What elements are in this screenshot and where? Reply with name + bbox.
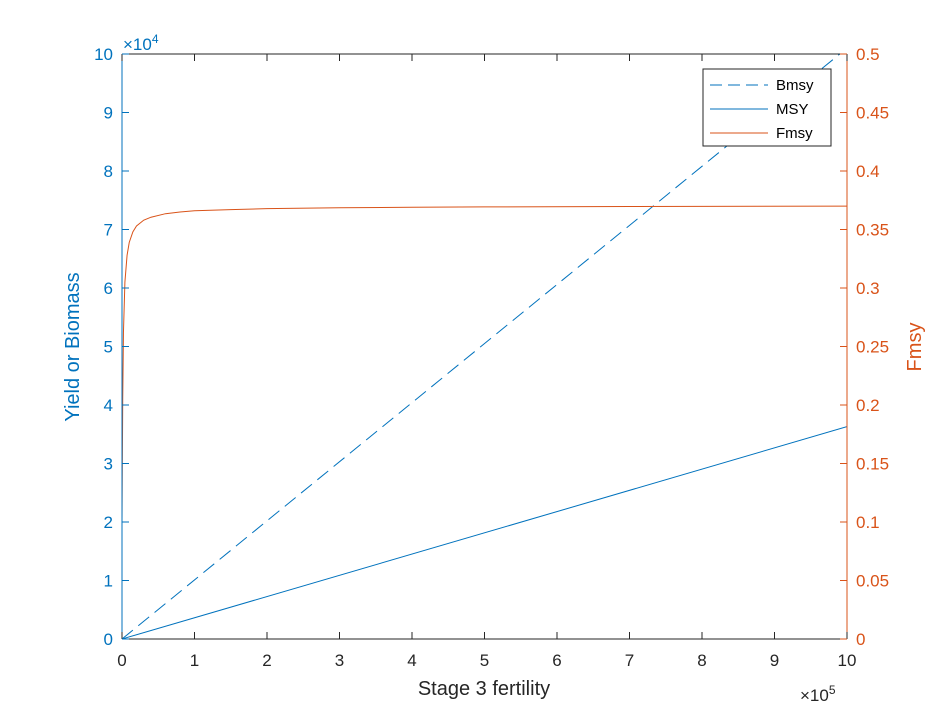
x-multiplier: ×105 [800,683,836,705]
svg-text:×104: ×104 [123,32,159,54]
x-multiplier-base: ×10 [800,686,829,705]
y-left-tick-label: 1 [104,572,113,591]
y-right-tick-label: 0.35 [856,221,889,240]
y-left-tick-label: 4 [104,396,113,415]
y-left-tick-label: 10 [94,45,113,64]
series-line-msy [122,426,847,639]
series-layer [122,54,847,639]
svg-text:×105: ×105 [800,683,836,705]
series-line-bmsy [122,54,841,639]
y-left-tick-label: 0 [104,630,113,649]
y-multiplier: ×104 [123,32,159,54]
x-tick-label: 3 [335,651,344,670]
y-right-tick-label: 0.25 [856,338,889,357]
legend-label-fmsy: Fmsy [776,125,813,142]
x-tick-label: 5 [480,651,489,670]
y-right-axis-title: Fmsy [904,323,926,372]
x-tick-label: 10 [838,651,857,670]
y-right-tick-label: 0.2 [856,396,880,415]
y-left-tick-label: 5 [104,338,113,357]
y-right-tick-label: 0.4 [856,162,880,181]
x-tick-label: 9 [770,651,779,670]
x-axis-title: Stage 3 fertility [418,678,550,700]
legend-label-bmsy: Bmsy [776,77,814,94]
y-multiplier-exp: 4 [152,32,159,46]
y-right-tick-label: 0.05 [856,572,889,591]
series-line-fmsy [122,205,847,523]
x-multiplier-exp: 5 [829,683,836,697]
x-tick-label: 4 [407,651,416,670]
ticks-layer: 0 1 2 3 4 5 6 7 8 9 10 0 1 2 3 4 5 6 7 8 9 10 0 0.05 0.1 0.15 0.2 0… [94,45,889,670]
y-left-axis-title: Yield or Biomass [62,272,84,421]
legend-label-msy: MSY [776,101,809,118]
x-tick-label: 2 [262,651,271,670]
y-right-tick-label: 0.15 [856,455,889,474]
y-right-tick-label: 0.3 [856,279,880,298]
y-left-tick-label: 7 [104,221,113,240]
y-left-tick-label: 3 [104,455,113,474]
x-tick-label: 0 [117,651,126,670]
x-tick-label: 6 [552,651,561,670]
y-left-tick-label: 9 [104,104,113,123]
y-left-tick-label: 6 [104,279,113,298]
y-left-tick-label: 8 [104,162,113,181]
x-tick-label: 1 [190,651,199,670]
y-right-tick-label: 0.1 [856,513,880,532]
x-tick-label: 7 [625,651,634,670]
y-right-tick-label: 0.45 [856,104,889,123]
y-right-tick-label: 0 [856,630,865,649]
y-multiplier-base: ×10 [123,35,152,54]
legend: Bmsy MSY Fmsy [702,68,832,147]
y-right-tick-label: 0.5 [856,45,880,64]
y-left-tick-label: 2 [104,513,113,532]
x-tick-label: 8 [697,651,706,670]
